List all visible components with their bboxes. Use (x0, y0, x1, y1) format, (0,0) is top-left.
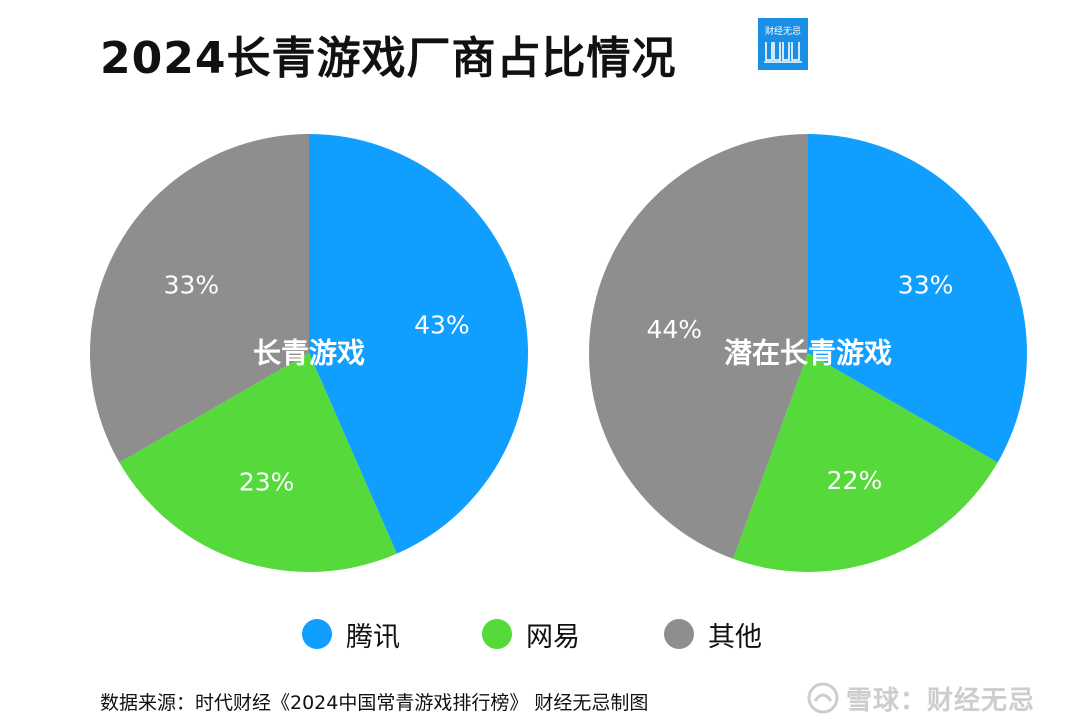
pie-2-center-label: 潜在长青游戏 (724, 337, 892, 370)
pie-1-slice-other (90, 134, 310, 463)
legend-swatch-netease (482, 619, 512, 649)
pie-1-center-label: 长青游戏 (253, 337, 365, 370)
pie-2-label-other: 44% (646, 315, 702, 344)
pie-2-slice-other (589, 134, 808, 559)
legend: 腾讯 网易 其他 (0, 612, 1080, 656)
pie-1-label-netease: 23% (239, 468, 295, 497)
pie-2: 33% 22% 44% 潜在长青游戏 (589, 134, 1027, 572)
brand-logo: 财经无忌 (758, 18, 808, 70)
legend-swatch-tencent (302, 619, 332, 649)
pie-1-label-other: 33% (164, 271, 220, 300)
legend-item-netease: 网易 (482, 612, 580, 656)
legend-item-other: 其他 (664, 612, 762, 656)
watermark-text: 雪球：财经无忌 (846, 685, 1036, 716)
pie-2-label-tencent: 33% (898, 271, 954, 300)
chart-title: 2024长青游戏厂商占比情况 (100, 33, 677, 84)
snowball-icon (807, 682, 839, 714)
pie-2-label-netease: 22% (827, 466, 883, 495)
source-note: 数据来源：时代财经《2024中国常青游戏排行榜》 财经无忌制图 (100, 692, 649, 714)
brand-logo-text: 财经无忌 (764, 27, 801, 37)
legend-item-tencent: 腾讯 (302, 612, 400, 656)
pie-1-slice-tencent (309, 134, 528, 554)
legend-swatch-other (664, 619, 694, 649)
pie-1-slice-netease (119, 353, 397, 572)
pie-1: 43% 23% 33% 长青游戏 (90, 134, 528, 572)
watermark: 雪球：财经无忌 (806, 680, 1035, 716)
legend-label-tencent: 腾讯 (346, 621, 400, 653)
pie-2-slice-tencent (808, 134, 1027, 463)
legend-label-other: 其他 (708, 621, 762, 653)
pie-1-label-tencent: 43% (414, 311, 470, 340)
brand-logo-mark (764, 42, 802, 63)
pie-2-slice-netease (733, 353, 998, 572)
legend-label-netease: 网易 (526, 621, 580, 653)
